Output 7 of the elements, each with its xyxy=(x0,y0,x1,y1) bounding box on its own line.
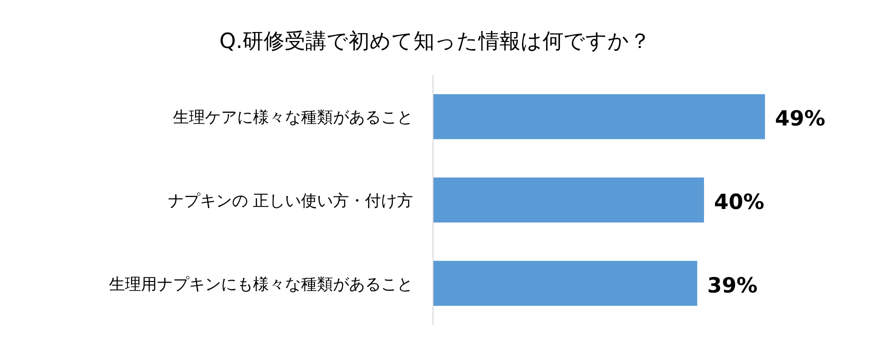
data-label: 40% xyxy=(714,190,764,214)
data-label: 39% xyxy=(707,273,758,298)
data-label: 49% xyxy=(775,106,826,131)
chart-title: Q.研修受講で初めて知った情報は何ですか？ xyxy=(219,29,651,53)
y-tick-label: 生理ケアに様々な種類があること xyxy=(173,108,413,127)
y-tick-label: ナプキンの 正しい使い方・付け方 xyxy=(168,191,413,210)
y-tick-label: 生理用ナプキンにも様々な種類があること xyxy=(109,274,413,294)
